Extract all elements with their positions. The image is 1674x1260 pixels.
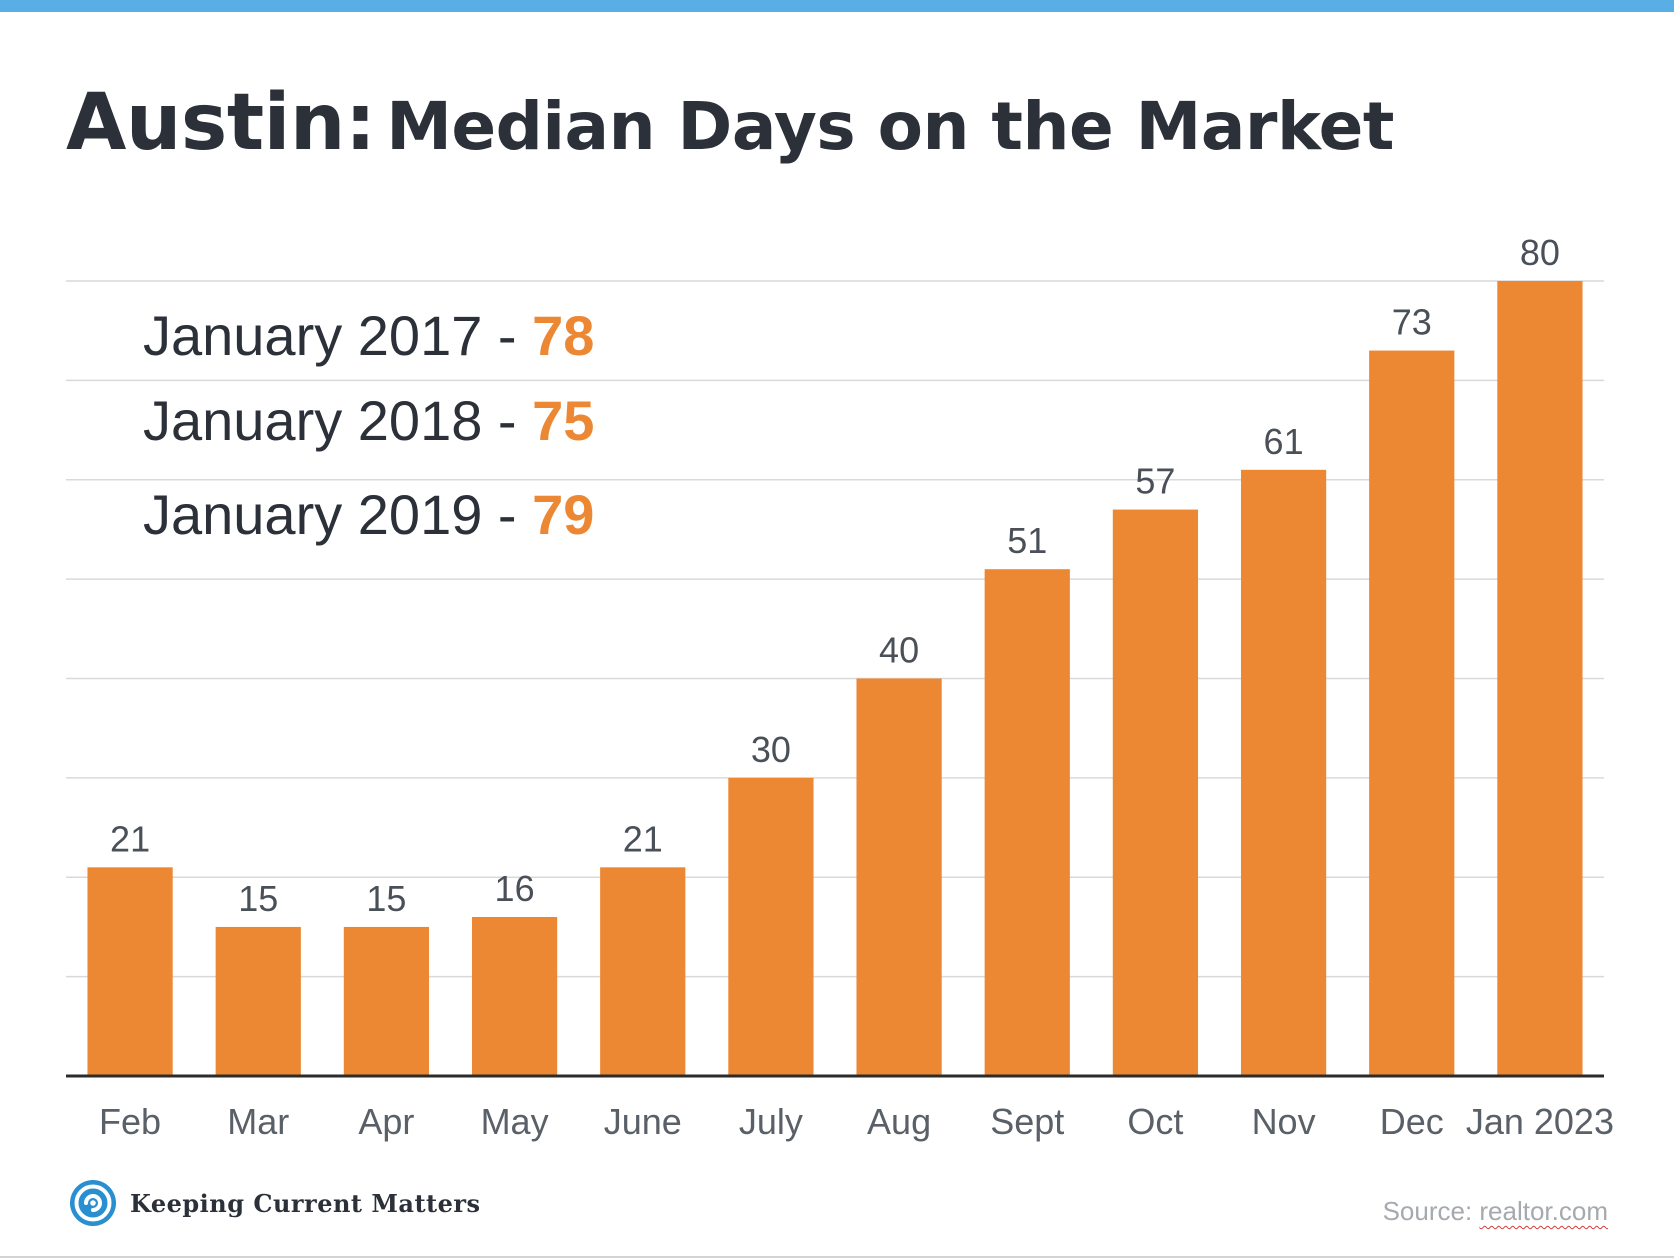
bottom-divider [0, 1256, 1674, 1258]
data-label: 57 [1135, 461, 1175, 502]
bar [984, 569, 1070, 1076]
category-label: Mar [227, 1101, 289, 1142]
bar [471, 917, 558, 1076]
title-city: Austin: [66, 78, 376, 168]
history-item-2017: January 2017 - 78 [143, 303, 594, 368]
swirl-icon [70, 1180, 116, 1226]
source-prefix: Source: [1382, 1196, 1480, 1226]
bar [728, 777, 814, 1076]
category-label: Jan 2023 [1466, 1101, 1614, 1142]
bar [1497, 281, 1583, 1076]
title-rest: Median Days on the Market [386, 88, 1394, 165]
brand-logo: Keeping Current Matters [68, 1178, 481, 1228]
history-label: January 2019 - [143, 483, 533, 546]
category-label: Apr [358, 1101, 414, 1142]
history-value: 78 [532, 304, 595, 367]
data-label: 21 [623, 818, 663, 859]
page-title: Austin: Median Days on the Market [66, 78, 1394, 168]
category-label: May [481, 1101, 549, 1142]
history-item-2018: January 2018 - 75 [143, 388, 594, 453]
gridlines [66, 280, 1604, 978]
category-label: Nov [1252, 1101, 1316, 1142]
bar [1112, 509, 1199, 1076]
history-value: 75 [532, 389, 595, 452]
category-label: June [604, 1101, 682, 1142]
bars: 21 Feb 15 Mar 15 Apr 16 May 21 June 30 July 40 Aug 51 S… [87, 232, 1614, 1142]
data-label: 21 [110, 818, 150, 859]
logo-text: Keeping Current Matters [130, 1188, 481, 1218]
bar [1240, 469, 1327, 1076]
data-label: 30 [751, 729, 791, 770]
bar [1369, 350, 1455, 1076]
data-label: 80 [1520, 232, 1560, 273]
history-value: 79 [532, 483, 595, 546]
data-label: 61 [1264, 421, 1304, 462]
bar [343, 926, 430, 1076]
data-label: 40 [879, 630, 919, 671]
data-label: 73 [1392, 302, 1432, 343]
source-link[interactable]: realtor.com [1479, 1196, 1608, 1226]
bar [600, 867, 686, 1076]
category-label: Oct [1127, 1101, 1183, 1142]
data-label: 16 [495, 868, 535, 909]
data-label: 15 [366, 878, 406, 919]
category-label: Feb [99, 1101, 161, 1142]
data-label: 15 [238, 878, 278, 919]
bar [215, 926, 301, 1076]
history-label: January 2018 - [143, 389, 533, 452]
category-label: Dec [1380, 1101, 1444, 1142]
bar-chart: 21 Feb 15 Mar 15 Apr 16 May 21 June 30 July 40 Aug 51 S… [66, 232, 1614, 1142]
data-label: 51 [1007, 520, 1047, 561]
category-label: Aug [867, 1101, 931, 1142]
bar [856, 678, 942, 1076]
source-credit: Source: realtor.com [1383, 1196, 1608, 1227]
top-accent-bar [0, 0, 1674, 12]
history-label: January 2017 - [143, 304, 533, 367]
history-item-2019: January 2019 - 79 [143, 482, 594, 547]
category-label: Sept [990, 1101, 1064, 1142]
bar [87, 867, 173, 1076]
category-label: July [739, 1101, 803, 1142]
